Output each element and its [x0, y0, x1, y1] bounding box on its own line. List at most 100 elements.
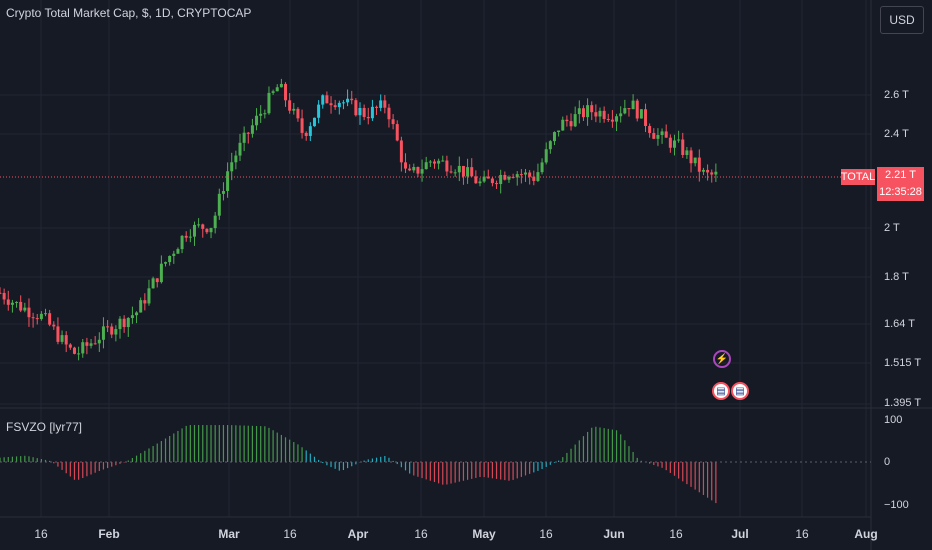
time-axis-label: Apr [347, 527, 369, 541]
candle-body [639, 109, 643, 119]
candle-body [362, 108, 366, 117]
candle-body [652, 132, 656, 139]
candle-body [201, 224, 205, 229]
candle-body [478, 181, 482, 184]
candle-body [267, 92, 271, 114]
candle-body [213, 215, 217, 229]
time-axis-label: 16 [539, 527, 553, 541]
candle-body [561, 119, 565, 131]
candle-body [255, 115, 259, 126]
candle-body [453, 172, 457, 174]
candle-body [474, 176, 478, 184]
candle-body [192, 224, 196, 237]
time-axis-label: 16 [414, 527, 428, 541]
price-axis-label: 1.395 T [884, 397, 922, 407]
candle-body [44, 313, 48, 315]
candle-body [710, 172, 714, 175]
candle-body [519, 174, 523, 176]
candle-body [52, 324, 56, 327]
price-axis-label: 1.64 T [884, 318, 915, 330]
candle-body [457, 165, 461, 173]
candle-body [234, 155, 238, 163]
candle-body [2, 292, 6, 300]
candle-body [68, 344, 72, 348]
us-flag-icon[interactable]: ▤ [731, 382, 749, 400]
candle-body [354, 100, 358, 116]
candle-body [0, 292, 2, 294]
candle-body [648, 125, 652, 133]
candle-body [209, 228, 213, 233]
candle-body [445, 160, 449, 172]
candle-body [412, 166, 416, 171]
candle-body [259, 113, 263, 116]
candle-body [151, 278, 155, 289]
currency-button[interactable]: USD [880, 6, 924, 34]
chart-title: Crypto Total Market Cap, $, 1D, CRYPTOCA… [6, 6, 252, 20]
candle-body [528, 172, 532, 177]
candle-body [557, 130, 561, 133]
candle-body [370, 106, 374, 119]
candle-body [296, 108, 300, 119]
candle-body [217, 193, 221, 216]
candle-body [329, 103, 333, 106]
candle-body [544, 149, 548, 163]
candle-body [226, 171, 230, 192]
candle-body [271, 91, 275, 93]
candle-body [284, 83, 288, 101]
lightning-icon[interactable]: ⚡ [713, 350, 731, 368]
candle-body [499, 174, 503, 185]
bar-countdown: 12:35:28 [877, 183, 924, 201]
candle-body [524, 172, 528, 175]
candle-body [404, 162, 408, 169]
candle-body [515, 174, 519, 178]
candle-body [312, 117, 316, 127]
candle-body [101, 326, 105, 340]
candle-body [184, 235, 188, 238]
candle-body [486, 176, 490, 179]
candle-body [304, 132, 308, 136]
candle-body [714, 171, 718, 175]
time-axis-label: May [472, 527, 496, 541]
price-axis-label: 1.8 T [884, 271, 909, 283]
time-axis-label: 16 [34, 527, 48, 541]
candle-body [701, 169, 705, 172]
price-axis-label: 2.4 T [884, 128, 909, 140]
candle-body [441, 160, 445, 162]
time-axis-label: Mar [218, 527, 240, 541]
indicator-title[interactable]: FSVZO [lyr77] [6, 420, 83, 434]
price-axis-label: 2 T [884, 222, 900, 234]
candle-body [93, 343, 97, 345]
candle-body [325, 95, 329, 104]
us-flag-icon[interactable]: ▤ [712, 382, 730, 400]
candle-body [437, 160, 441, 164]
candle-body [122, 318, 126, 328]
candle-body [197, 224, 201, 226]
candle-body [188, 236, 192, 238]
candle-body [159, 263, 163, 283]
candle-body [565, 119, 569, 122]
candle-body [495, 183, 499, 185]
candle-body [428, 161, 432, 163]
candle-body [238, 142, 242, 156]
candle-body [333, 105, 337, 108]
candle-body [126, 317, 130, 328]
candle-body [321, 95, 325, 105]
candle-body [532, 176, 536, 181]
candle-body [466, 167, 470, 177]
indicator-axis-label: −100 [884, 499, 909, 511]
candle-body [627, 108, 631, 110]
indicator-axis-label: 100 [884, 414, 903, 426]
time-axis-label: Jun [603, 527, 625, 541]
candle-body [168, 255, 172, 263]
candle-body [48, 313, 52, 325]
candle-body [346, 98, 350, 103]
candle-body [581, 108, 585, 118]
candle-body [408, 168, 412, 171]
candle-body [292, 108, 296, 111]
candle-body [490, 178, 494, 184]
candle-body [31, 317, 35, 319]
candle-body [615, 116, 619, 122]
candle-body [482, 176, 486, 182]
